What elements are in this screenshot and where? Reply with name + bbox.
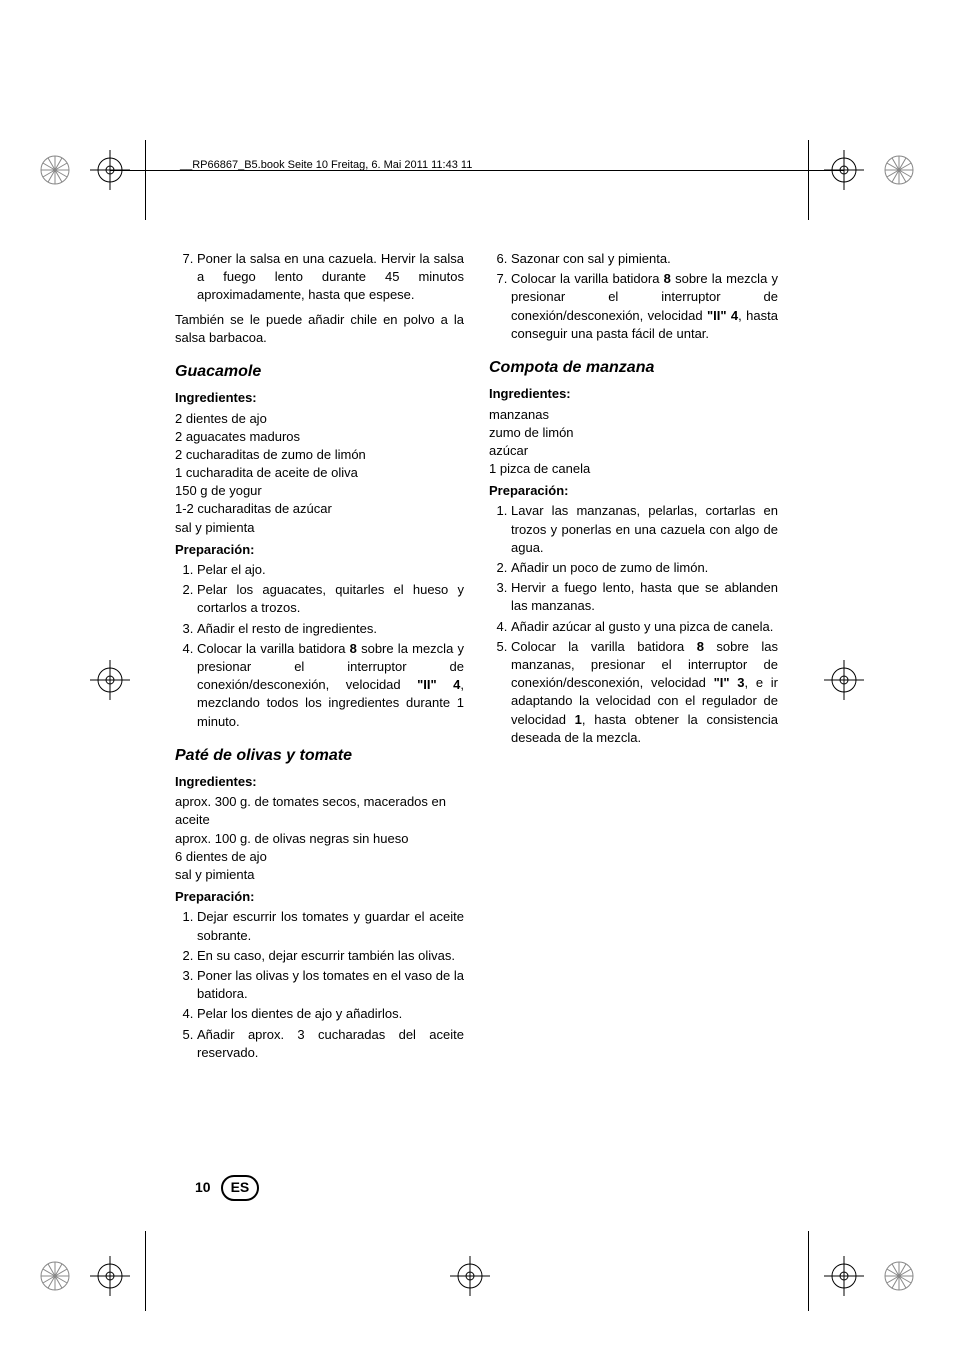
recipe-title: Paté de olivas y tomate bbox=[175, 745, 464, 767]
ingredients-label: Ingredientes: bbox=[175, 773, 464, 791]
main-content: Poner la salsa en una cazuela. Hervir la… bbox=[175, 250, 778, 1064]
page-footer: 10 ES bbox=[195, 1175, 259, 1201]
preparation-label: Preparación: bbox=[489, 482, 778, 500]
registration-mark-icon bbox=[90, 660, 130, 700]
registration-mark-icon bbox=[90, 150, 130, 190]
step-item: En su caso, dejar escurrir también las o… bbox=[197, 947, 464, 965]
ingredient-line: 1 cucharadita de aceite de oliva bbox=[175, 464, 464, 482]
ingredient-line: 1-2 cucharaditas de azúcar bbox=[175, 500, 464, 518]
crop-line bbox=[145, 140, 146, 220]
recipe-title: Compota de manzana bbox=[489, 357, 778, 379]
ingredient-line: 2 cucharaditas de zumo de limón bbox=[175, 446, 464, 464]
step-item: Añadir azúcar al gusto y una pizca de ca… bbox=[511, 618, 778, 636]
step-item: Pelar los dientes de ajo y añadirlos. bbox=[197, 1005, 464, 1023]
page-number: 10 bbox=[195, 1178, 211, 1198]
ingredient-line: aprox. 100 g. de olivas negras sin hueso bbox=[175, 830, 464, 848]
ingredients-label: Ingredientes: bbox=[175, 389, 464, 407]
step-item: Pelar los aguacates, quitarles el hueso … bbox=[197, 581, 464, 617]
ingredient-line: manzanas bbox=[489, 406, 778, 424]
left-column: Poner la salsa en una cazuela. Hervir la… bbox=[175, 250, 464, 1064]
step-item: Lavar las manzanas, pelarlas, cortarlas … bbox=[511, 502, 778, 557]
ingredient-line: sal y pimienta bbox=[175, 866, 464, 884]
step-item: Colocar la varilla batidora 8 sobre la m… bbox=[511, 270, 778, 343]
recipe-title: Guacamole bbox=[175, 361, 464, 383]
step-item: Colocar la varilla batidora 8 sobre las … bbox=[511, 638, 778, 747]
step-item: Colocar la varilla batidora 8 sobre la m… bbox=[197, 640, 464, 731]
ingredient-line: 2 aguacates maduros bbox=[175, 428, 464, 446]
ingredients-label: Ingredientes: bbox=[489, 385, 778, 403]
registration-mark-icon bbox=[824, 150, 864, 190]
ingredient-line: azúcar bbox=[489, 442, 778, 460]
crop-line bbox=[808, 140, 809, 220]
language-badge: ES bbox=[221, 1175, 260, 1201]
registration-mark-icon bbox=[879, 150, 919, 190]
right-column: Sazonar con sal y pimienta. Colocar la va… bbox=[489, 250, 778, 1064]
header-line: __RP66867_B5.book Seite 10 Freitag, 6. M… bbox=[180, 158, 472, 173]
preparation-label: Preparación: bbox=[175, 888, 464, 906]
step-item: Sazonar con sal y pimienta. bbox=[511, 250, 778, 268]
preparation-label: Preparación: bbox=[175, 541, 464, 559]
registration-mark-icon bbox=[450, 1256, 490, 1296]
ingredient-line: 150 g de yogur bbox=[175, 482, 464, 500]
step-item: Añadir un poco de zumo de limón. bbox=[511, 559, 778, 577]
ingredient-line: 2 dientes de ajo bbox=[175, 410, 464, 428]
registration-mark-icon bbox=[35, 1256, 75, 1296]
ingredient-line: sal y pimienta bbox=[175, 519, 464, 537]
step-item: Añadir el resto de ingredientes. bbox=[197, 620, 464, 638]
registration-mark-icon bbox=[824, 1256, 864, 1296]
registration-mark-icon bbox=[35, 150, 75, 190]
note-paragraph: También se le puede añadir chile en polv… bbox=[175, 311, 464, 347]
registration-mark-icon bbox=[90, 1256, 130, 1296]
header-rule bbox=[110, 170, 844, 171]
registration-mark-icon bbox=[824, 660, 864, 700]
crop-line bbox=[808, 1231, 809, 1311]
step-item: Añadir aprox. 3 cucharadas del aceite re… bbox=[197, 1026, 464, 1062]
step-item: Pelar el ajo. bbox=[197, 561, 464, 579]
ingredient-line: zumo de limón bbox=[489, 424, 778, 442]
registration-mark-icon bbox=[879, 1256, 919, 1296]
step-item: Poner las olivas y los tomates en el vas… bbox=[197, 967, 464, 1003]
ingredient-line: aprox. 300 g. de tomates secos, macerado… bbox=[175, 793, 464, 829]
ingredient-line: 1 pizca de canela bbox=[489, 460, 778, 478]
step-item: Hervir a fuego lento, hasta que se ablan… bbox=[511, 579, 778, 615]
ingredient-line: 6 dientes de ajo bbox=[175, 848, 464, 866]
crop-line bbox=[145, 1231, 146, 1311]
step-item: Poner la salsa en una cazuela. Hervir la… bbox=[197, 250, 464, 305]
step-item: Dejar escurrir los tomates y guardar el … bbox=[197, 908, 464, 944]
